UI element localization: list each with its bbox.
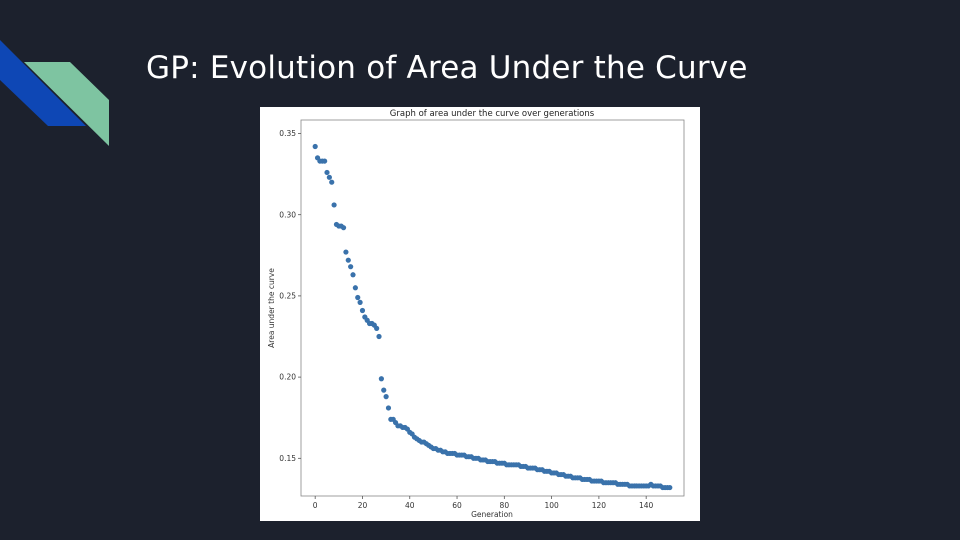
y-tick-label: 0.25 — [279, 291, 296, 300]
data-point — [374, 325, 380, 331]
data-point — [385, 405, 392, 411]
x-tick-label: 0 — [313, 501, 318, 510]
slide-title: GP: Evolution of Area Under the Curve — [146, 50, 748, 86]
x-tick-label: 120 — [592, 501, 607, 510]
decor-blue-stripe — [0, 40, 86, 126]
data-point — [376, 333, 382, 340]
data-point — [357, 299, 363, 305]
data-point — [326, 174, 332, 180]
x-tick-label: 40 — [405, 501, 415, 510]
data-point — [348, 264, 354, 270]
x-tick-label: 20 — [358, 501, 368, 510]
x-tick-label: 100 — [544, 501, 559, 510]
data-point — [322, 158, 328, 164]
data-point — [350, 272, 356, 278]
data-point — [355, 294, 361, 301]
data-point — [331, 202, 337, 208]
data-point — [340, 225, 347, 231]
data-point — [383, 393, 389, 400]
y-axis-label: Area under the curve — [267, 268, 276, 348]
plot-frame — [300, 119, 685, 497]
data-point — [324, 169, 330, 176]
x-axis: 0 20 40 60 80 100 120 140 — [313, 496, 654, 510]
data-point — [378, 376, 384, 382]
data-point — [352, 285, 358, 291]
data-point — [345, 257, 351, 263]
slide-decoration — [0, 40, 109, 146]
x-tick-label: 140 — [639, 501, 654, 510]
y-tick-label: 0.30 — [279, 210, 296, 219]
x-axis-label: Generation — [471, 510, 513, 519]
data-point — [359, 307, 366, 314]
data-points — [312, 143, 673, 491]
decor-green-stripe — [24, 62, 109, 146]
y-tick-label: 0.15 — [279, 454, 296, 463]
data-point — [312, 143, 318, 150]
x-tick-label: 80 — [500, 501, 510, 510]
scatter-chart: Graph of area under the curve over gener… — [267, 109, 685, 519]
x-tick-label: 60 — [452, 501, 462, 510]
data-point — [381, 387, 387, 393]
data-point — [329, 179, 335, 185]
chart-panel: Graph of area under the curve over gener… — [260, 107, 700, 521]
data-point — [667, 484, 673, 491]
data-point — [343, 249, 349, 255]
y-axis: 0.15 0.20 0.25 0.30 0.35 — [279, 129, 301, 463]
chart-title: Graph of area under the curve over gener… — [390, 109, 595, 119]
y-tick-label: 0.20 — [279, 373, 296, 382]
y-tick-label: 0.35 — [279, 129, 296, 138]
